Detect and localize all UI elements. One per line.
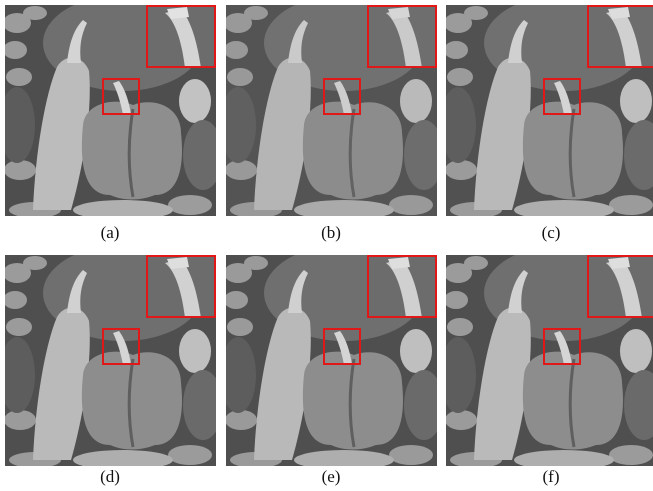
- panel-label: (d): [100, 467, 120, 486]
- panel-label: (a): [101, 223, 120, 242]
- noise-tone: [146, 255, 216, 318]
- panel-label: (e): [322, 467, 341, 486]
- zoom-inset: [587, 5, 653, 68]
- body: (a)(b)(c)(d)(e)(f) (() => { const data =…: [0, 0, 653, 491]
- noise-tone: [367, 255, 437, 318]
- zoom-inset: [367, 5, 437, 68]
- page: {"figure": {"panels": [{"label": "(a)"},…: [0, 0, 653, 491]
- panel: [0, 245, 223, 470]
- zoom-inset: [146, 5, 216, 68]
- figure: (a) (b) (c) (d) (e) (f): [0, 0, 653, 491]
- panel: [440, 245, 653, 470]
- zoom-inset: [367, 255, 437, 318]
- noise-tone: [367, 5, 437, 68]
- noise-tone: [587, 5, 653, 68]
- panel: [220, 245, 444, 470]
- zoom-inset: [146, 255, 216, 318]
- panel-label: (f): [543, 467, 560, 486]
- zoom-inset: [587, 255, 653, 318]
- panel: [0, 0, 223, 220]
- panel-label: (b): [321, 223, 341, 242]
- panel-label: (c): [542, 223, 561, 242]
- panel: [440, 0, 653, 220]
- panel: [220, 0, 444, 220]
- noise-tone: [587, 255, 653, 318]
